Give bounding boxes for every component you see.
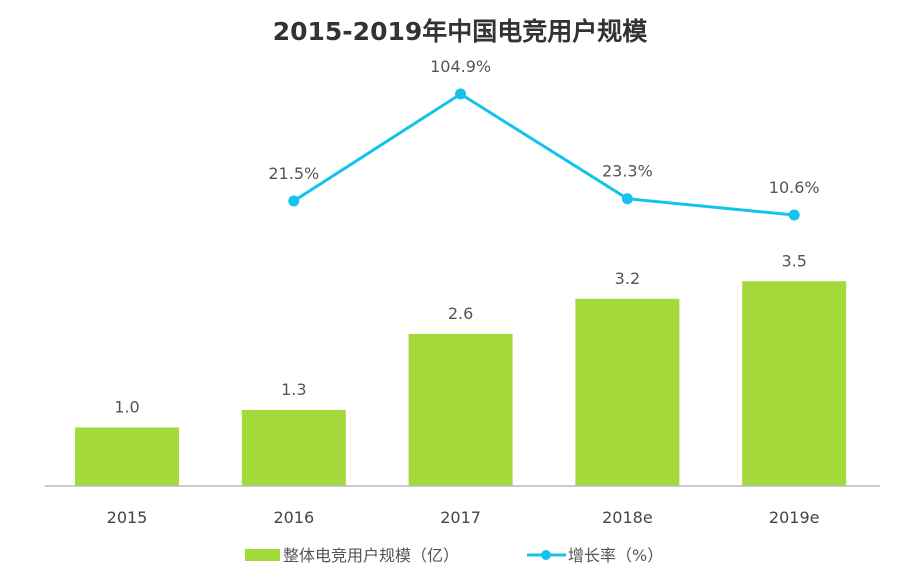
line-data-label: 23.3%	[602, 162, 653, 181]
bar	[408, 333, 513, 486]
line-data-label: 21.5%	[268, 164, 319, 183]
bar	[75, 427, 179, 486]
bar	[575, 298, 680, 486]
chart-title: 2015-2019年中国电竞用户规模	[273, 17, 649, 46]
legend-swatch-bar	[245, 549, 280, 561]
line-data-label: 104.9%	[430, 57, 491, 76]
x-tick-label: 2019e	[769, 508, 820, 527]
line-point	[455, 88, 467, 100]
x-tick-label: 2017	[440, 508, 481, 527]
line-point	[788, 209, 800, 221]
line-point	[288, 195, 300, 207]
line-point	[621, 193, 633, 205]
bar-data-label: 1.0	[114, 398, 139, 417]
line-data-label: 10.6%	[769, 178, 820, 197]
legend-label-bar: 整体电竞用户规模（亿）	[283, 546, 459, 565]
bar-data-label: 3.2	[615, 269, 640, 288]
bar-data-label: 2.6	[448, 304, 473, 323]
bar	[241, 409, 346, 486]
x-tick-label: 2018e	[602, 508, 653, 527]
bar	[742, 281, 847, 486]
x-tick-label: 2016	[273, 508, 314, 527]
legend-label-line: 增长率（%）	[568, 546, 663, 565]
bar-data-label: 3.5	[781, 251, 806, 270]
growth-rate-line	[292, 92, 795, 217]
bar-data-label: 1.3	[281, 380, 306, 399]
legend: 整体电竞用户规模（亿） 增长率（%）	[245, 546, 663, 565]
legend-swatch-marker	[541, 550, 551, 560]
x-tick-label: 2015	[107, 508, 148, 527]
